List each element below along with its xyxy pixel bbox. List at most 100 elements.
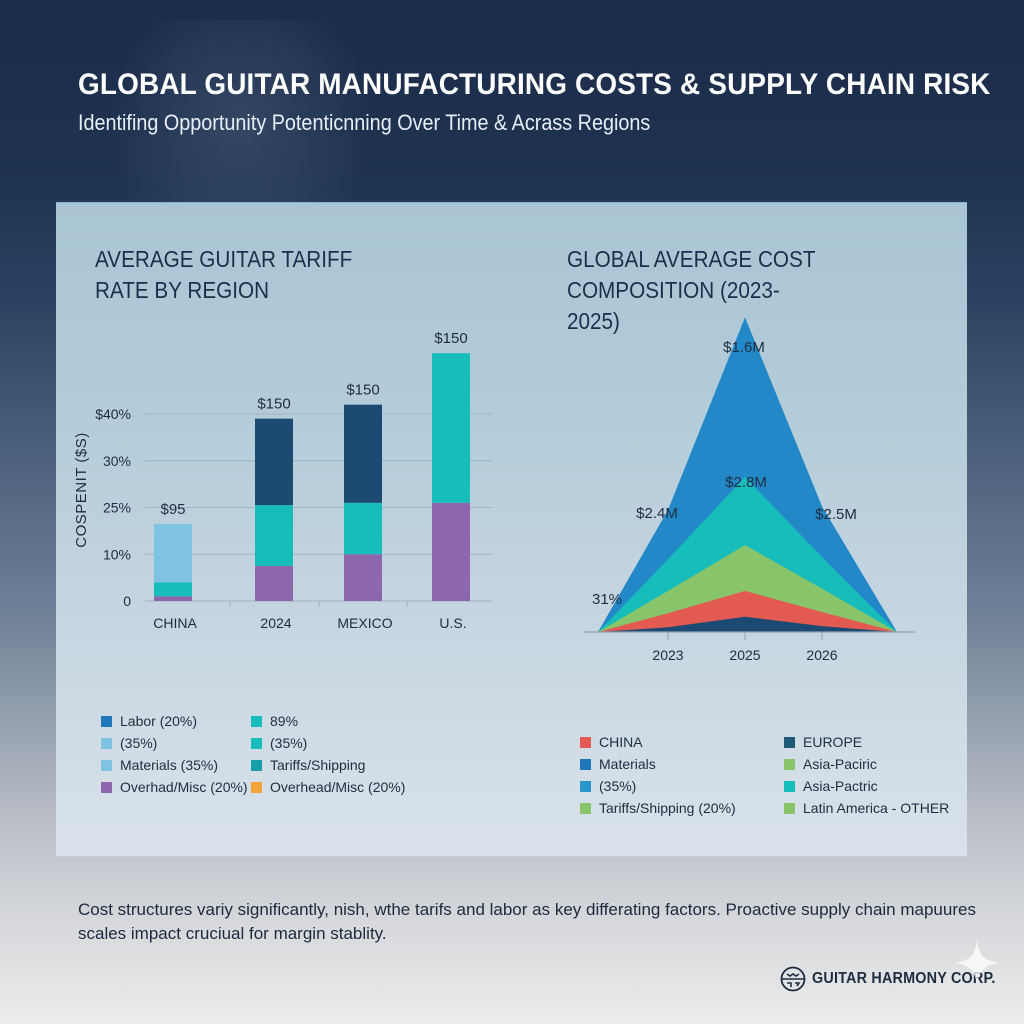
area-layer-materials [598, 317, 897, 632]
legend-swatch [784, 802, 795, 814]
legend-item: (35%) [101, 733, 251, 753]
legend-swatch [251, 759, 262, 771]
brand-name: GUITAR HARMONY CORP. [812, 970, 996, 987]
bar-segment-tariffs-shipping [154, 582, 192, 597]
legend-label: Overhad/Misc (20%) [120, 779, 248, 795]
bar-data-label: $150 [346, 382, 379, 399]
bar-y-tick-label: 25% [103, 500, 131, 516]
legend-swatch [101, 781, 112, 793]
bar-segment-materials-35- [154, 523, 192, 583]
legend-label: Latin America - OTHER [803, 800, 950, 816]
bar-data-label: $150 [434, 330, 467, 347]
legend-item: EUROPE [784, 732, 964, 752]
legend-label: Asia-Pactric [803, 778, 878, 794]
area-annotation: 31% [592, 591, 622, 608]
bar-chart-title-text: AVERAGE GUITAR TARIFF RATE BY REGION [95, 246, 353, 303]
bar-segment-labor-20- [255, 418, 293, 506]
legend-label: Tariffs/Shipping [270, 757, 366, 773]
area-layer-asia-paciric [598, 545, 897, 632]
bar-segment-overhad-misc-20- [255, 565, 293, 601]
legend-swatch [580, 780, 591, 792]
legend-label: Asia-Paciric [803, 756, 877, 772]
legend-swatch [101, 715, 112, 727]
legend-item: Asia-Pactric [784, 776, 964, 796]
area-annotation: $2.8M [725, 474, 767, 491]
legend-swatch [784, 780, 795, 792]
area-chart-legend: CHINA EUROPE Materials Asia-Paciric (35%) Asi… [580, 732, 964, 818]
legend-label: EUROPE [803, 734, 863, 750]
legend-swatch [580, 736, 591, 748]
legend-item: (35%) [580, 776, 784, 796]
legend-swatch [101, 759, 112, 771]
legend-label: Materials [599, 756, 656, 772]
bar-chart-title: AVERAGE GUITAR TARIFF RATE BY REGION [95, 244, 392, 306]
bar-segment-tariffs-shipping [344, 502, 382, 555]
area-annotation: $2.5M [815, 506, 857, 523]
legend-swatch [251, 715, 262, 727]
bar-data-label: $150 [257, 396, 290, 413]
area-layer-china [598, 590, 897, 632]
legend-swatch [251, 781, 262, 793]
legend-item: Tariffs/Shipping (20%) [580, 798, 784, 818]
bar-y-tick-label: 10% [103, 546, 131, 562]
area-annotation: $1.6M [723, 339, 765, 356]
legend-item: Overhead/Misc (20%) [251, 777, 431, 797]
legend-label: (35%) [120, 735, 158, 751]
legend-item: Labor (20%) [101, 711, 251, 731]
bar-x-tick-label: MEXICO [337, 615, 392, 631]
bar-x-tick-label: U.S. [439, 615, 466, 631]
area-x-tick-label: 2025 [729, 647, 760, 663]
bar-segment-overhad-misc-20- [432, 502, 470, 601]
bar-segment-overhad-misc-20- [344, 554, 382, 601]
legend-swatch [251, 737, 262, 749]
sparkle-icon [954, 940, 1000, 986]
legend-item: 89% [251, 711, 431, 731]
legend-item: Materials [580, 754, 784, 774]
bar-y-axis-title: COSPENIT ($S) [73, 432, 90, 547]
legend-item: Asia-Paciric [784, 754, 964, 774]
area-layer-europe [598, 616, 897, 632]
legend-label: (35%) [599, 778, 637, 794]
page-subtitle: Identifing Opportunity Potenticnning Ove… [78, 110, 651, 135]
page-title: GLOBAL GUITAR MANUFACTURING COSTS & SUPP… [78, 68, 991, 101]
legend-item: Latin America - OTHER [784, 798, 964, 818]
bar-y-tick-label: $40% [95, 406, 131, 422]
bar-x-tick-label: CHINA [153, 615, 197, 631]
bar-chart-legend: Labor (20%) 89% (35%) (35%) Materials (35%) T… [101, 711, 431, 797]
legend-item: Tariffs/Shipping [251, 755, 431, 775]
legend-label: CHINA [599, 734, 643, 750]
area-chart-title: GLOBAL AVERAGE COST COMPOSITION (2023-20… [567, 244, 828, 337]
bar-data-label: $95 [160, 501, 185, 518]
area-chart-title-text: GLOBAL AVERAGE COST COMPOSITION (2023-20… [567, 246, 816, 334]
bar-y-tick-label: 0 [123, 593, 131, 609]
footer-summary-text: Cost structures variy significantly, nis… [78, 900, 976, 943]
legend-label: Labor (20%) [120, 713, 198, 729]
brand-logo-block: GUITAR HARMONY CORP. [780, 966, 1016, 992]
area-annotation: $2.4M [636, 505, 678, 522]
legend-item: Overhad/Misc (20%) [101, 777, 251, 797]
bar-segment-overhad-misc-20- [154, 596, 192, 601]
bar-segment-tariffs-shipping [255, 505, 293, 566]
legend-swatch [784, 758, 795, 770]
legend-item: CHINA [580, 732, 784, 752]
legend-swatch [101, 737, 112, 749]
legend-label: 89% [270, 713, 299, 729]
bar-segment-labor-20- [344, 404, 382, 503]
area-x-tick-label: 2026 [806, 647, 837, 663]
legend-swatch [784, 736, 795, 748]
legend-label: Tariffs/Shipping (20%) [599, 800, 736, 816]
legend-label: (35%) [270, 735, 308, 751]
legend-item: Materials (35%) [101, 755, 251, 775]
bar-y-tick-label: 30% [103, 453, 131, 469]
brand-logo-icon [780, 966, 806, 992]
bar-segment-tariffs-shipping [432, 353, 470, 503]
legend-swatch [580, 758, 591, 770]
legend-label: Materials (35%) [120, 757, 219, 773]
legend-item: (35%) [251, 733, 431, 753]
legend-label: Overhead/Misc (20%) [270, 779, 406, 795]
area-x-tick-label: 2023 [652, 647, 683, 663]
bar-x-tick-label: 2024 [260, 615, 291, 631]
legend-swatch [580, 802, 591, 814]
